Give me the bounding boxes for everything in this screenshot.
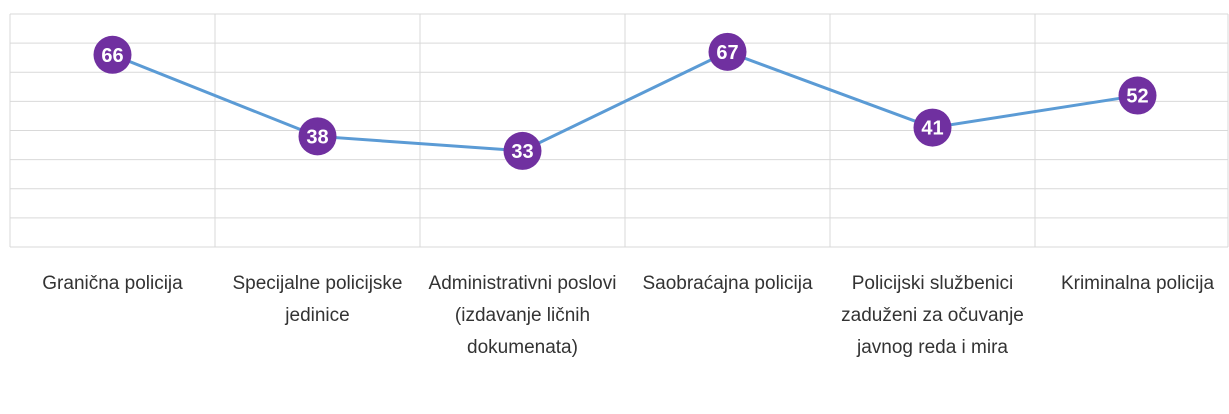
x-tick-label: Policijski službenici zaduženi za očuvan… xyxy=(841,273,1024,358)
x-tick-label: Administrativni poslovi (izdavanje lični… xyxy=(428,273,617,358)
data-label: 33 xyxy=(511,141,533,163)
series-line xyxy=(111,50,1138,153)
marker xyxy=(298,117,337,156)
x-tick-label: Saobraćajna policija xyxy=(642,273,813,294)
x-tick-label: Specijalne policijske jedinice xyxy=(232,273,403,326)
x-tick-label: Kriminalna policija xyxy=(1060,273,1215,294)
marker xyxy=(708,32,747,71)
data-label: 41 xyxy=(921,118,943,140)
marker xyxy=(93,35,132,74)
data-label: 67 xyxy=(716,42,738,64)
data-label: 38 xyxy=(306,126,328,148)
data-label: 66 xyxy=(101,45,123,67)
marker xyxy=(1118,76,1157,115)
marker xyxy=(913,108,952,147)
data-label: 52 xyxy=(1126,86,1148,108)
marker xyxy=(503,131,542,170)
x-tick-label: Granična policija xyxy=(42,273,183,294)
